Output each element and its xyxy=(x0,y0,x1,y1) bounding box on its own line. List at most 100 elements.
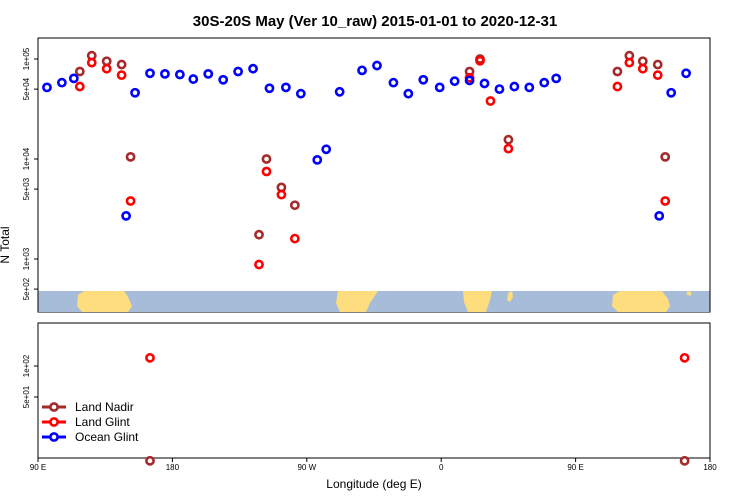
x-tick-label: 180 xyxy=(703,463,717,472)
y-tick-label: 1e+02 xyxy=(22,354,31,377)
point-ocean-glint xyxy=(295,88,306,99)
point-ocean-glint xyxy=(666,87,677,98)
point-land-nadir xyxy=(660,151,671,162)
legend-label-ocean-glint: Ocean Glint xyxy=(75,430,139,444)
land-south-america xyxy=(336,291,378,312)
point-land-glint xyxy=(660,196,671,206)
lower-points xyxy=(145,352,690,466)
point-land-nadir xyxy=(679,455,690,466)
x-axis: 90 E 180 90 W 0 90 E 180 xyxy=(30,458,717,472)
point-land-glint xyxy=(475,55,485,66)
point-ocean-glint xyxy=(160,68,170,79)
x-tick-label: 90 E xyxy=(567,463,583,472)
point-ocean-glint xyxy=(479,78,490,89)
upper-panel: 5e+02 1e+03 5e+03 1e+04 5e+04 1e+05 xyxy=(22,37,711,313)
point-ocean-glint xyxy=(312,154,323,165)
point-ocean-glint xyxy=(42,82,52,93)
point-ocean-glint xyxy=(357,65,367,76)
point-land-glint xyxy=(637,63,648,74)
point-ocean-glint xyxy=(203,68,214,79)
point-ocean-glint xyxy=(464,75,475,86)
legend-label-land-nadir: Land Nadir xyxy=(75,400,134,414)
y-tick-label: 5e+03 xyxy=(22,177,31,200)
x-tick-label: 90 E xyxy=(30,463,46,472)
land-australia xyxy=(77,291,132,312)
point-land-glint xyxy=(254,259,264,270)
point-land-nadir xyxy=(612,66,623,77)
y-tick-label: 1e+03 xyxy=(22,247,31,270)
land-madagascar xyxy=(507,291,513,302)
y-axis-label: N Total xyxy=(0,226,12,263)
point-ocean-glint xyxy=(681,68,692,79)
upper-plot-frame xyxy=(37,37,711,313)
legend-label-land-glint: Land Glint xyxy=(75,415,130,429)
point-land-nadir xyxy=(289,200,300,211)
point-ocean-glint xyxy=(494,84,505,95)
point-ocean-glint xyxy=(654,210,665,221)
point-ocean-glint xyxy=(68,73,79,84)
point-ocean-glint xyxy=(264,83,275,94)
point-land-glint xyxy=(125,196,136,206)
point-land-nadir xyxy=(101,56,112,67)
point-ocean-glint xyxy=(233,66,244,77)
point-land-glint xyxy=(289,233,300,244)
point-ocean-glint xyxy=(218,74,229,85)
y-tick-label: 1e+05 xyxy=(22,47,31,70)
point-land-glint xyxy=(116,70,127,81)
point-ocean-glint xyxy=(403,88,414,99)
point-ocean-glint xyxy=(248,63,258,74)
point-ocean-glint xyxy=(121,210,132,221)
map-ocean xyxy=(38,291,710,312)
point-land-glint xyxy=(485,96,496,106)
y-tick-label: 5e+02 xyxy=(22,277,31,300)
point-land-glint xyxy=(679,352,690,363)
point-land-glint xyxy=(101,63,112,74)
point-ocean-glint xyxy=(188,74,199,84)
point-ocean-glint xyxy=(174,69,185,80)
point-ocean-glint xyxy=(334,86,345,97)
point-ocean-glint xyxy=(372,60,382,71)
point-land-nadir xyxy=(116,59,127,70)
legend-marker-land-nadir xyxy=(49,402,59,412)
y-tick-label: 1e+04 xyxy=(22,147,31,170)
point-land-glint xyxy=(86,57,97,68)
point-land-nadir xyxy=(145,455,155,466)
upper-points xyxy=(42,50,692,270)
point-land-glint xyxy=(624,57,635,68)
point-land-glint xyxy=(74,81,85,92)
upper-y-axis: 5e+02 1e+03 5e+03 1e+04 5e+04 1e+05 xyxy=(22,47,38,300)
point-land-nadir xyxy=(74,66,85,77)
point-ocean-glint xyxy=(280,82,291,93)
point-ocean-glint xyxy=(145,68,155,79)
point-land-glint xyxy=(652,70,663,81)
point-land-nadir xyxy=(261,154,272,164)
point-land-nadir xyxy=(652,59,663,70)
land-australia xyxy=(612,291,670,312)
point-ocean-glint xyxy=(321,144,332,155)
point-ocean-glint xyxy=(524,82,535,93)
lower-plot-frame xyxy=(37,322,711,459)
point-land-glint xyxy=(276,189,287,200)
point-land-nadir xyxy=(125,151,136,162)
legend-marker-land-glint xyxy=(49,417,59,427)
point-land-nadir xyxy=(254,229,264,240)
point-land-nadir xyxy=(503,134,514,145)
land-africa xyxy=(463,291,492,312)
point-ocean-glint xyxy=(551,73,562,84)
legend-marker-ocean-glint xyxy=(49,432,59,442)
y-tick-label: 5e+04 xyxy=(22,77,31,100)
chart-title: 30S-20S May (Ver 10_raw) 2015-01-01 to 2… xyxy=(193,13,557,30)
point-land-nadir xyxy=(637,56,648,67)
point-land-glint xyxy=(612,81,623,92)
point-ocean-glint xyxy=(388,77,399,88)
x-tick-label: 180 xyxy=(166,463,180,472)
land-new-zealand xyxy=(686,291,692,296)
point-ocean-glint xyxy=(56,77,67,88)
map-strip xyxy=(38,291,710,312)
point-land-glint xyxy=(503,143,514,154)
point-land-glint xyxy=(261,166,272,177)
x-tick-label: 0 xyxy=(439,463,444,472)
point-ocean-glint xyxy=(434,82,445,93)
